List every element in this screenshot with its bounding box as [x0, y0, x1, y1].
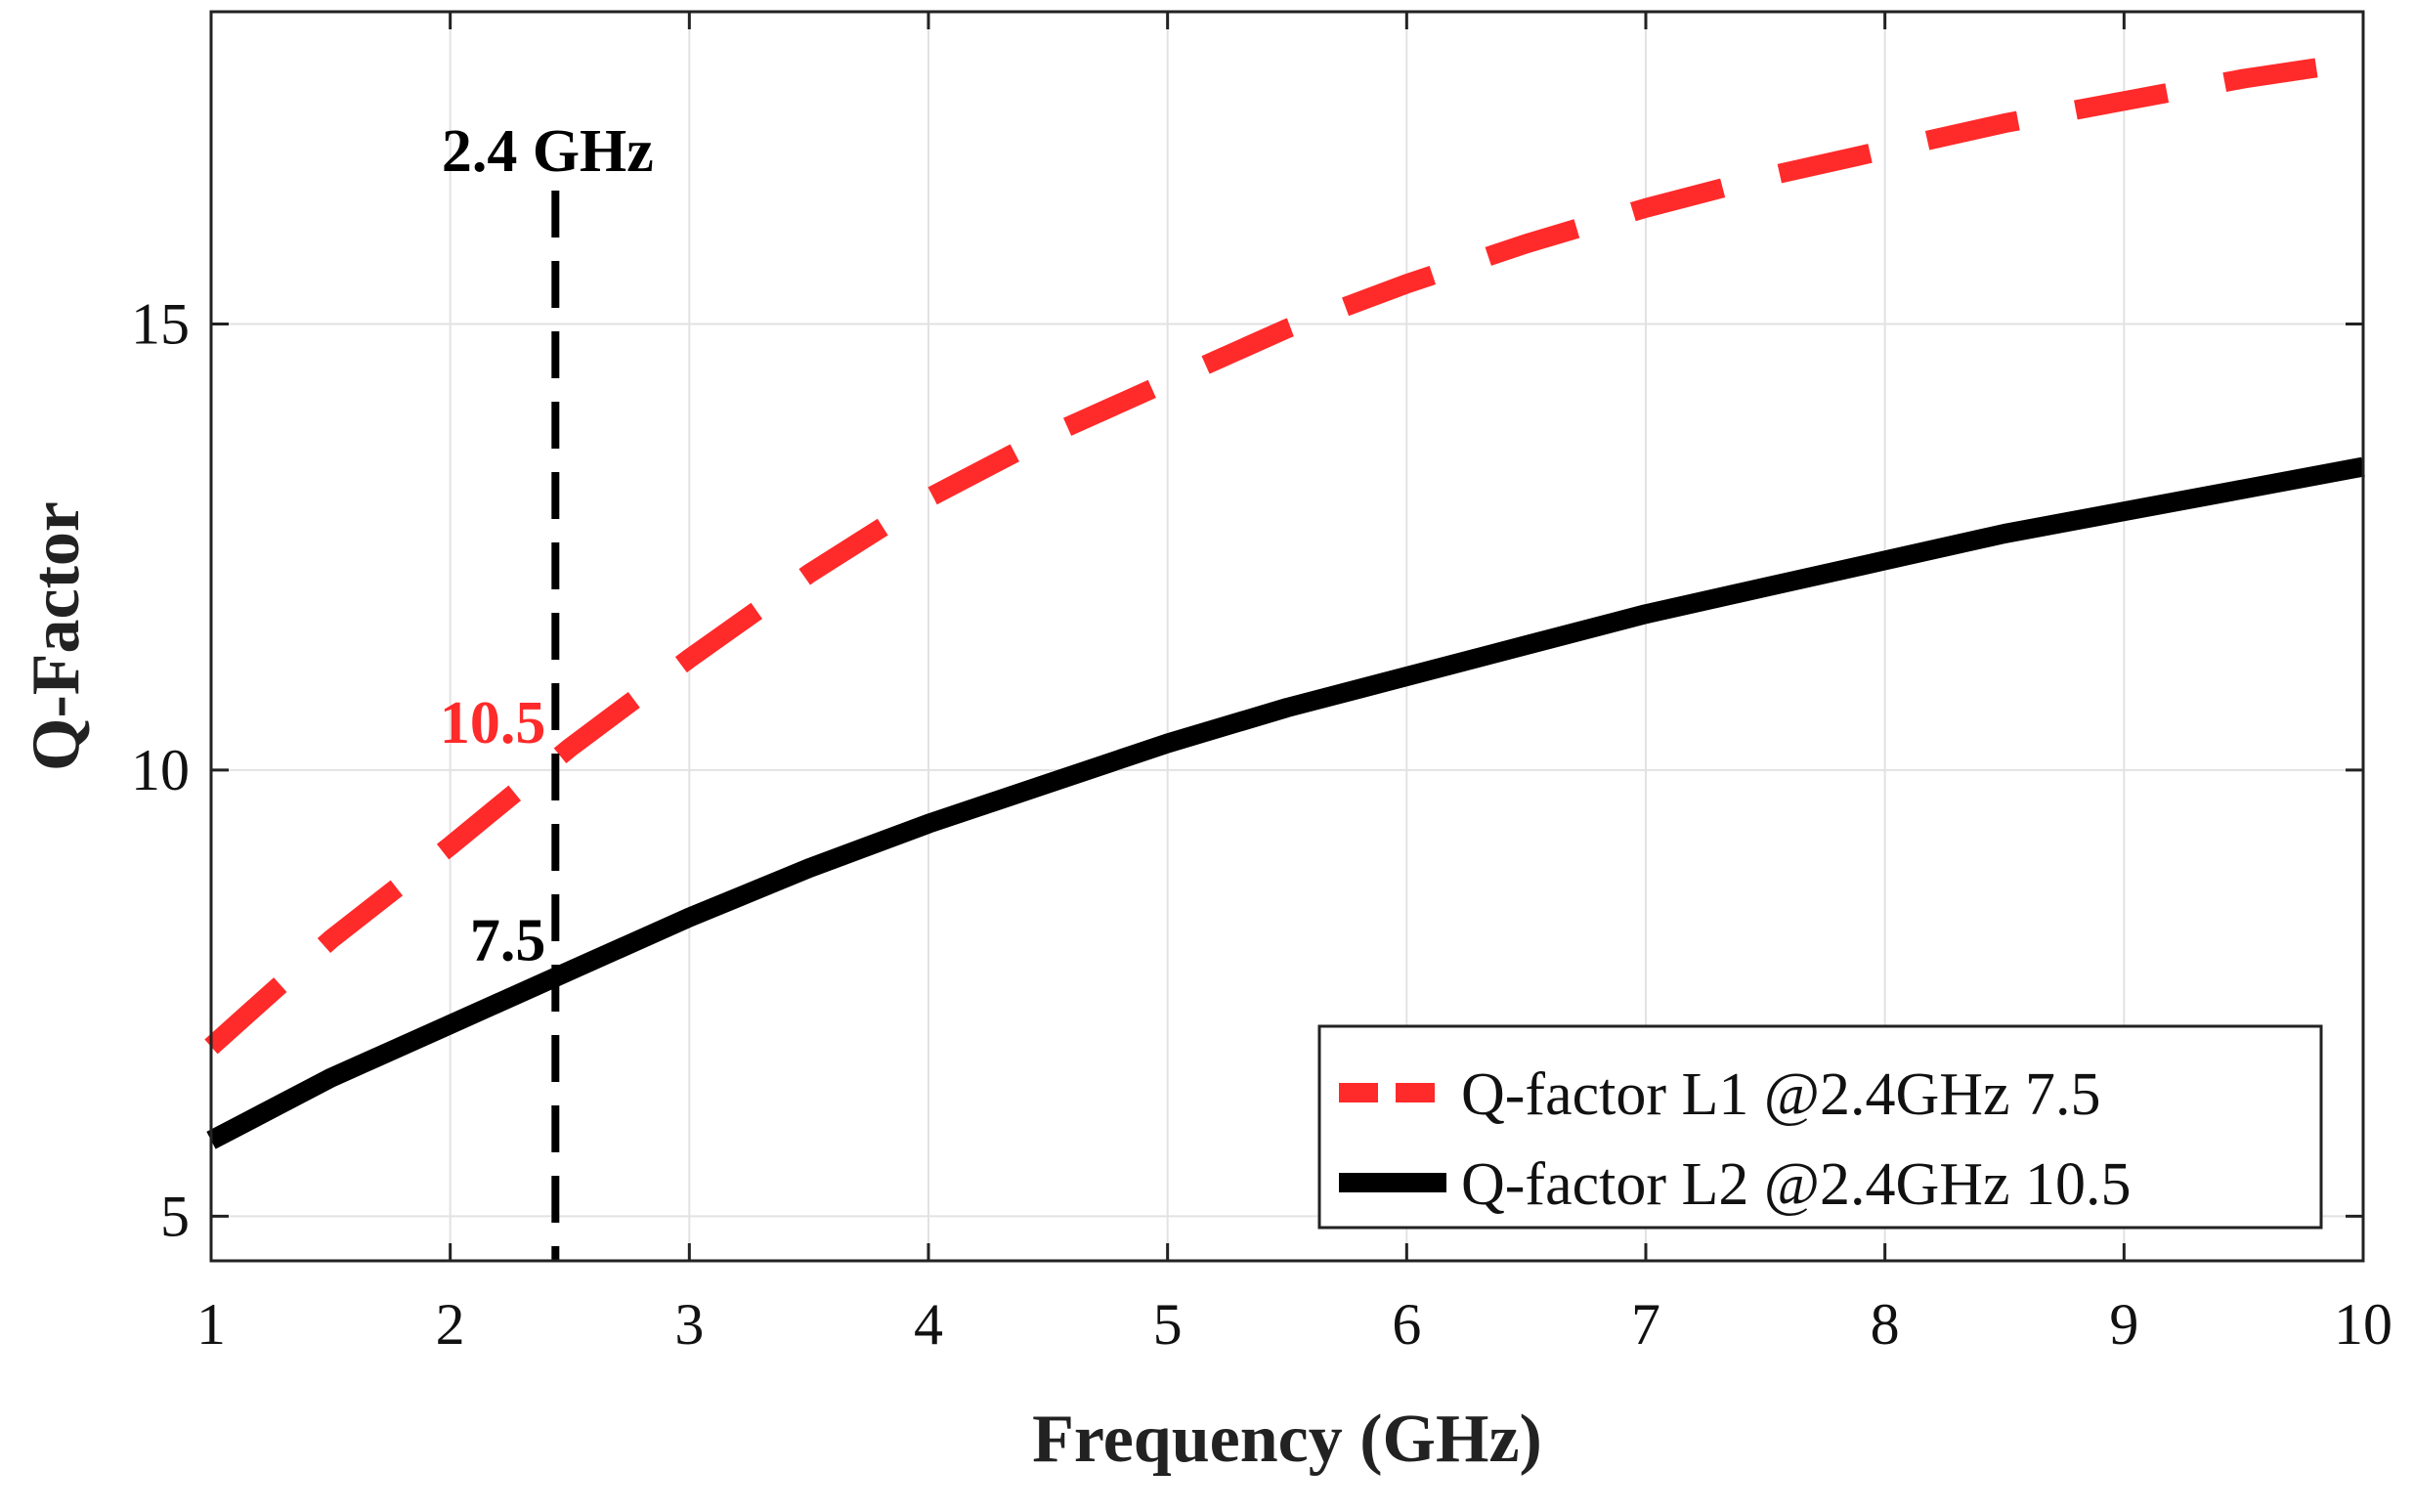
series-line-l2 — [206, 456, 2365, 1149]
series-line-l1 — [204, 51, 2365, 1055]
y-tick-label: 15 — [131, 292, 190, 357]
plot-frame — [209, 10, 2365, 1263]
tick-labels: 1 2 3 4 5 6 7 8 9 10 5 10 15 — [131, 292, 2392, 1358]
x-axis-title: Frequency (GHz) — [1032, 1402, 1542, 1477]
axis-ticks — [209, 12, 2365, 1261]
x-tick-label: 6 — [1392, 1292, 1421, 1357]
vline-label: 2.4 GHz — [442, 118, 654, 185]
y-tick-label: 5 — [160, 1184, 190, 1248]
x-tick-label: 1 — [196, 1292, 226, 1357]
series-layer — [204, 51, 2365, 1149]
x-tick-label: 5 — [1153, 1292, 1183, 1357]
annotation-label-l1: 10.5 — [440, 690, 546, 756]
annotation-label-l2: 7.5 — [470, 907, 546, 973]
x-tick-label: 10 — [2334, 1292, 2392, 1357]
legend[interactable]: Q-factor L1 @2.4GHz 7.5 Q-factor L2 @2.4… — [1317, 1024, 2323, 1230]
y-tick-label: 10 — [131, 738, 190, 802]
legend-label-l1: Q-factor L1 @2.4GHz 7.5 — [1461, 1061, 2101, 1128]
y-axis-title: Q-Factor — [19, 501, 94, 771]
x-tick-label: 8 — [1871, 1292, 1900, 1357]
x-tick-label: 9 — [2109, 1292, 2138, 1357]
legend-label-l2: Q-factor L2 @2.4GHz 10.5 — [1461, 1151, 2132, 1218]
x-tick-label: 2 — [436, 1292, 465, 1357]
legend-box — [1317, 1024, 2323, 1230]
x-tick-label: 3 — [674, 1292, 704, 1357]
x-tick-label: 7 — [1631, 1292, 1660, 1357]
x-tick-label: 4 — [914, 1292, 943, 1357]
